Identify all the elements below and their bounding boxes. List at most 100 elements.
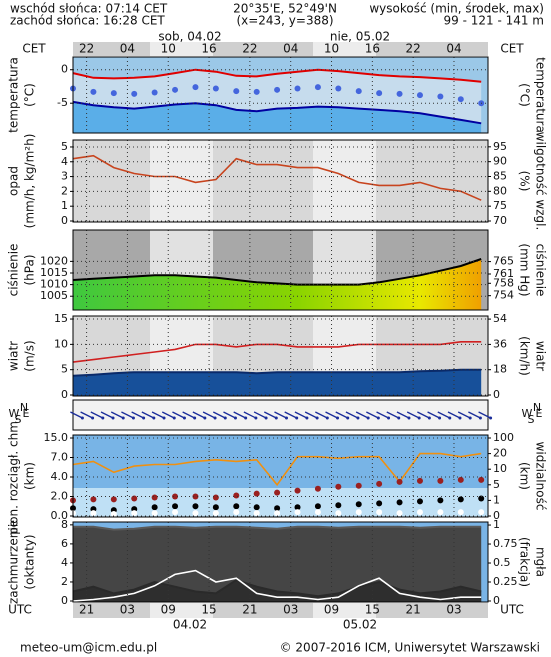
series-line <box>72 579 482 598</box>
series-dot <box>151 504 158 511</box>
wind-arrow-head <box>397 416 401 420</box>
axis-label: ciśnienie <box>534 244 548 297</box>
tz-label: CET <box>500 42 524 56</box>
series-dot <box>131 510 138 517</box>
wind-arrow-head <box>315 416 319 420</box>
series-dot <box>90 496 97 503</box>
series-dot <box>212 510 219 517</box>
series-dot <box>335 502 342 509</box>
series-dot <box>314 509 321 516</box>
x-tick-label: 10 <box>324 42 339 56</box>
series-dot <box>110 511 117 518</box>
wind-arrow-head <box>458 416 462 420</box>
series-dot <box>437 509 444 516</box>
axis-label: (km) <box>518 462 532 490</box>
y2-tick-label: 100 <box>493 431 514 444</box>
series-dot <box>457 509 464 516</box>
wind-arrow <box>315 411 328 419</box>
series-dot <box>416 92 423 99</box>
wind-arrow <box>355 411 369 419</box>
series-dot <box>376 509 383 516</box>
wind-arrow-head <box>489 416 493 420</box>
compass-label: N <box>533 401 541 414</box>
axis-label: ciśnienie <box>7 244 21 297</box>
series-dot <box>457 476 464 483</box>
axis-label: temperatura <box>534 57 548 133</box>
series-dot <box>274 505 281 512</box>
series-dot <box>253 88 260 95</box>
x-tick-label: 21 <box>79 603 94 617</box>
wind-arrow-head <box>233 416 237 420</box>
series-dot <box>335 510 342 517</box>
series-dot <box>478 509 485 516</box>
series-dot <box>172 503 179 510</box>
wind-arrow <box>386 411 400 419</box>
y-tick-label: 1 <box>61 199 68 212</box>
elevation-title: wysokość (min, środek, max) <box>369 2 544 16</box>
series-dot <box>233 503 240 510</box>
x-tick-label: 16 <box>201 42 216 56</box>
wind-arrow-head <box>478 416 482 420</box>
series-line <box>72 368 482 377</box>
y2-tick-label: 765 <box>493 255 514 268</box>
wind-arrow <box>304 411 318 419</box>
x-tick-label: 09 <box>161 603 176 617</box>
wind-arrow <box>100 411 114 419</box>
series-dot <box>416 509 423 516</box>
wind-arrow <box>243 411 257 419</box>
y2-tick-label: 90 <box>493 155 507 168</box>
wind-arrow <box>253 411 267 419</box>
panel: 0 2 4 6 8 0 0.25 0.5 0.75 1 <box>61 518 518 607</box>
axis-label: (oktanty) <box>23 534 37 589</box>
label-row-day <box>150 42 213 56</box>
wind-arrow <box>172 411 185 419</box>
series-dot <box>294 509 301 516</box>
y-tick-label: 2 <box>61 575 68 588</box>
wind-arrow <box>110 411 124 419</box>
axis-label: (hPa) <box>23 254 37 285</box>
y2-tick-label: 0 <box>493 509 500 522</box>
y2-tick-label: 10 <box>493 462 507 475</box>
series-dot <box>376 90 383 97</box>
y2-tick-label: 75 <box>493 199 507 212</box>
panel: 0 5 10 15 0 18 36 54 <box>54 312 507 401</box>
axis-label: (°C) <box>518 83 532 107</box>
series-dot <box>457 96 464 103</box>
wind-arrow-head <box>101 416 105 420</box>
wind-arrow-head <box>91 416 95 420</box>
series-area <box>73 580 482 602</box>
y-tick-label: 5 <box>61 363 68 376</box>
series-area <box>73 101 482 133</box>
x-tick-label: 22 <box>79 42 94 56</box>
wind-arrow <box>396 411 410 419</box>
y2-tick-label: 0 <box>493 594 500 607</box>
y-tick-label: 2.0 <box>51 490 69 503</box>
compass-label: W <box>9 407 20 420</box>
series-dot <box>376 500 383 507</box>
day-label: sob, 04.02 <box>158 30 221 44</box>
series-dot <box>294 85 301 92</box>
wind-arrow-head <box>336 416 340 420</box>
series-dot <box>233 492 240 499</box>
y-tick-label: 15.0 <box>44 431 69 444</box>
x-tick-label: 03 <box>283 603 298 617</box>
wind-arrow-head <box>325 416 329 420</box>
axis-label: (km) <box>23 462 37 490</box>
wind-arrow-head <box>142 416 146 420</box>
y2-tick-label: 95 <box>493 140 507 153</box>
series-line <box>72 569 482 602</box>
x-tick-label: 16 <box>365 42 380 56</box>
series-dot <box>335 85 342 92</box>
y-tick-label: 5 <box>61 140 68 153</box>
wind-arrow-head <box>172 416 176 420</box>
wind-arrow <box>417 411 430 419</box>
wind-arrow <box>274 411 287 419</box>
wind-arrow <box>161 411 175 419</box>
y2-tick-label: 80 <box>493 184 507 197</box>
axis-label: opad <box>7 166 21 196</box>
day-label: nie, 05.02 <box>330 30 390 44</box>
series-dot <box>314 485 321 492</box>
panel-frame <box>72 229 489 311</box>
wind-arrow <box>294 411 308 419</box>
wind-arrow <box>141 411 155 419</box>
